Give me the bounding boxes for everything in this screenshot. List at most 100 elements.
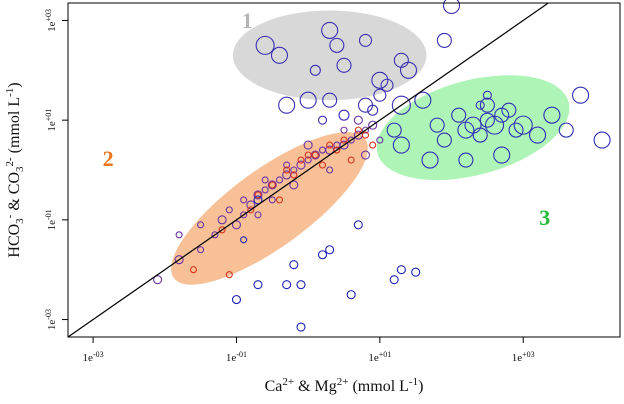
group-2-outliers-point	[317, 250, 328, 260]
group-2-mixed-point	[254, 211, 262, 219]
group-3-point	[414, 91, 432, 109]
group-2-mixed-point	[360, 150, 371, 160]
group-1-point	[358, 33, 373, 47]
group-2-mixed-point	[197, 221, 205, 229]
group-3-point	[429, 117, 445, 133]
group-2-red-point	[218, 226, 226, 234]
group-2-outliers-point	[353, 220, 363, 230]
group-2-outliers-point	[396, 265, 406, 275]
group-3-point	[508, 122, 524, 138]
group-3-point	[472, 127, 488, 143]
group-1-point	[475, 100, 485, 110]
group-2-outliers-point	[296, 280, 306, 290]
region-2-ellipse	[171, 132, 368, 285]
group-3-point	[458, 152, 474, 168]
group-2-mixed-point	[197, 246, 205, 254]
y-tick-label: 1e+03	[44, 9, 58, 32]
x-tick-label: 1e-03	[83, 350, 104, 364]
group-2-red-point	[311, 151, 319, 159]
group-2-mixed-point	[326, 166, 334, 174]
group-2-red-point	[340, 136, 348, 144]
group-2-mixed-point	[240, 211, 248, 219]
y-axis-title: HCO3- & CO32- (mmol L-1)	[4, 82, 26, 257]
group-3-point	[529, 126, 547, 144]
group-2-mixed-point	[289, 180, 299, 190]
group-1-point	[329, 37, 345, 53]
group-1-point	[270, 46, 289, 64]
group-2-mixed-point	[246, 200, 256, 210]
group-2-outliers-point	[296, 322, 306, 332]
group-1-point	[482, 90, 492, 100]
group-3-point	[436, 132, 452, 148]
one-to-one-line	[67, 2, 549, 338]
group-1-point	[442, 0, 461, 15]
group-2-mixed-point	[368, 120, 378, 130]
group-2-outliers-point	[240, 236, 248, 244]
group-2-outliers-point	[389, 275, 399, 285]
group-2-outliers-point	[253, 195, 263, 205]
group-3-point	[593, 131, 611, 149]
group-3-point	[572, 86, 590, 104]
group-2-mixed-point	[275, 176, 284, 184]
group-3-point	[421, 151, 439, 169]
axis-layer: 1e-03 1e-01 1e+01 1e+03 1e-03 1e-01 1e+01 1e+03	[44, 9, 535, 364]
group-2-red-point	[254, 191, 262, 199]
group-3-point	[392, 136, 410, 154]
group-3-point	[386, 122, 402, 138]
group-2-outliers-point	[231, 295, 242, 305]
group-3-point	[479, 97, 495, 113]
group-3-point	[451, 107, 467, 123]
y-tick-label: 1e+01	[44, 109, 58, 132]
group-2-mixed-point	[303, 140, 313, 150]
group-2-mixed-point	[268, 196, 276, 204]
group-1-point	[436, 32, 452, 48]
region-2-label: 2	[103, 146, 114, 171]
group-2-red-point	[347, 156, 355, 164]
group-2-mixed-point	[217, 215, 227, 225]
group-2-red-point	[290, 171, 298, 179]
group-1-point	[391, 95, 411, 115]
group-1-point	[367, 104, 379, 116]
group-2-mixed-point	[283, 161, 291, 169]
group-2-red-point	[275, 196, 284, 204]
group-2-red-point	[354, 126, 362, 134]
group-2-mixed-point	[253, 190, 263, 200]
plot-frame	[67, 2, 621, 338]
group-2-red-point	[318, 161, 327, 169]
group-2-mixed-point	[231, 220, 242, 230]
group-1-point	[278, 96, 296, 114]
region-3-label: 3	[539, 205, 550, 230]
group-3-point	[493, 146, 511, 164]
group-1-point	[309, 64, 321, 76]
group-1-point	[399, 61, 418, 79]
group-2-mixed-point	[304, 156, 312, 164]
group-2-mixed-point	[225, 206, 233, 214]
region-1-label: 1	[242, 8, 253, 33]
y-tick-label: 1e-03	[44, 309, 58, 330]
y-tick-label: 1e-01	[44, 209, 58, 230]
group-2-mixed-point	[290, 166, 298, 174]
region-1-ellipse	[232, 10, 427, 101]
group-2-red-point	[247, 206, 255, 214]
group-3-point	[479, 112, 495, 128]
group-2-outliers-point	[282, 280, 292, 290]
group-1-point	[338, 109, 350, 121]
group-1-point	[255, 35, 275, 55]
group-2-red-point	[369, 141, 377, 149]
group-3-point	[513, 115, 533, 135]
group-2-red-point	[268, 181, 276, 189]
group-1-point	[317, 115, 328, 125]
group-2-red-point	[189, 266, 198, 274]
group-2-mixed-point	[261, 186, 269, 194]
group-3-point	[558, 122, 574, 138]
group-2-mixed-point	[376, 136, 384, 144]
reference-line-layer	[67, 2, 549, 338]
group-2-mixed-point	[353, 115, 363, 125]
group-1-point	[380, 78, 394, 92]
group-2-mixed-point	[261, 176, 269, 184]
group-2-red-point	[225, 271, 233, 279]
points-layer	[153, 0, 611, 332]
group-2-mixed-point	[211, 231, 219, 239]
group-2-red-point	[361, 131, 370, 139]
